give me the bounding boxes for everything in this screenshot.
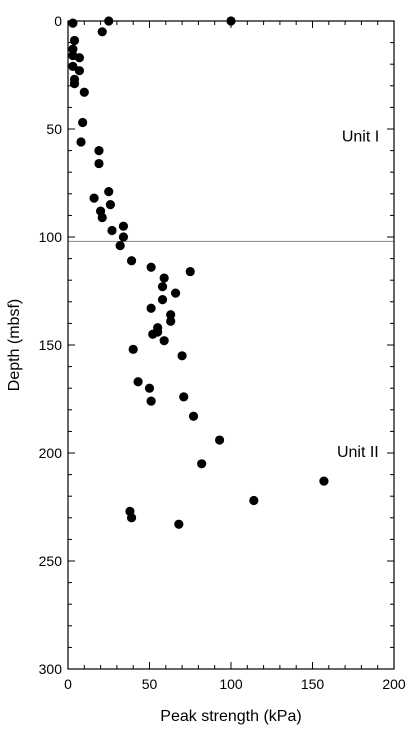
data-point	[68, 61, 78, 71]
data-point	[105, 200, 115, 210]
data-point	[214, 435, 225, 445]
axis-ticks	[67, 20, 395, 670]
data-point	[104, 187, 114, 197]
data-point	[115, 241, 125, 251]
y-tick-label: 200	[39, 445, 63, 461]
annotation-unit-2: Unit II	[337, 444, 379, 461]
data-point	[146, 396, 156, 406]
data-point	[159, 273, 169, 283]
data-point	[185, 266, 195, 277]
data-point	[179, 392, 189, 402]
data-point	[157, 282, 168, 292]
data-point	[118, 232, 129, 242]
data-point	[249, 495, 259, 506]
data-point	[69, 79, 80, 89]
data-point	[68, 18, 78, 28]
y-tick-label: 300	[39, 661, 63, 677]
x-tick-label: 200	[382, 676, 406, 692]
data-point	[159, 336, 169, 346]
data-point	[76, 137, 86, 147]
y-axis-label: Depth (mbsf)	[6, 299, 23, 391]
data-points	[68, 16, 329, 529]
data-point	[74, 53, 85, 63]
data-point	[126, 256, 137, 266]
y-tick-label: 150	[39, 337, 63, 353]
data-point	[128, 344, 138, 354]
data-point	[197, 459, 207, 469]
data-point	[148, 329, 158, 339]
y-tick-label: 0	[54, 13, 62, 29]
data-point	[166, 310, 176, 320]
y-tick-label: 250	[39, 553, 63, 569]
data-point	[166, 316, 176, 326]
data-point	[74, 66, 85, 76]
data-point	[177, 351, 187, 361]
data-point	[188, 411, 199, 421]
data-point	[126, 513, 137, 523]
data-point	[170, 288, 181, 298]
data-point	[79, 87, 89, 97]
tick-labels: 0 50 100 150 200 0 50 100 150 200 250 300	[39, 13, 406, 692]
data-point	[146, 262, 156, 272]
data-point	[69, 35, 80, 46]
data-point	[107, 225, 117, 236]
data-point	[68, 44, 78, 54]
data-point	[78, 117, 88, 128]
annotation-unit-1: Unit I	[342, 128, 379, 145]
data-point	[133, 377, 143, 387]
data-point	[319, 476, 329, 486]
data-point	[157, 295, 168, 305]
x-tick-label: 100	[219, 676, 243, 692]
x-tick-label: 50	[142, 676, 158, 692]
data-point	[97, 27, 107, 37]
data-point	[94, 158, 104, 169]
data-point	[94, 146, 104, 156]
data-point	[89, 193, 99, 203]
plot-frame	[67, 20, 395, 670]
y-tick-label: 50	[46, 121, 62, 137]
data-point	[144, 383, 155, 393]
data-point	[174, 519, 184, 529]
data-point	[97, 212, 107, 223]
y-tick-label: 100	[39, 229, 63, 245]
x-tick-label: 0	[64, 676, 72, 692]
data-point	[146, 303, 156, 313]
x-tick-label: 150	[301, 676, 325, 692]
data-point	[118, 221, 129, 231]
x-axis-label: Peak strength (kPa)	[160, 708, 301, 725]
